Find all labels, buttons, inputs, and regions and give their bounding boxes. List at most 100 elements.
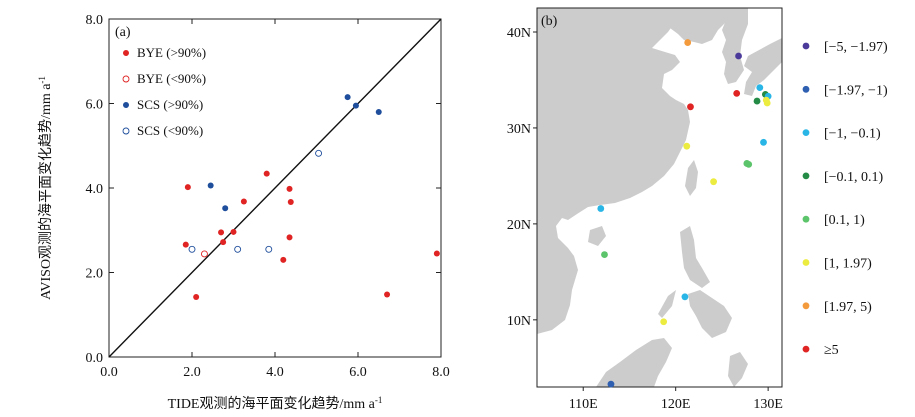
lat-tick-label: 40N (507, 26, 531, 41)
legend-marker (802, 345, 810, 353)
legend-label: SCS (<90%) (137, 123, 203, 138)
tide-station (683, 142, 691, 150)
panel-a-legend: BYE (>90%) BYE (<90%) SCS (>90%) SCS (<90%) (122, 45, 206, 138)
data-point (287, 198, 294, 205)
legend-marker (123, 50, 129, 56)
data-point (263, 170, 270, 177)
visayas-mindanao (688, 290, 732, 338)
y-tick-label: 2.0 (86, 267, 104, 282)
x-tick-label: 2.0 (183, 365, 201, 380)
legend-label: [−1.97, −1) (824, 83, 888, 98)
panel-a: (a) 0.0 2.0 4.0 6.0 8.0 0.0 2.0 4.0 6.0 8.0 BYE (… (37, 13, 450, 412)
data-point (240, 198, 247, 205)
data-point (184, 184, 191, 191)
luzon (680, 226, 710, 288)
legend-marker (802, 85, 810, 93)
legend-marker (802, 172, 810, 180)
northeast-china (668, 8, 730, 44)
legend-marker (123, 102, 129, 108)
panel-b-frame (536, 7, 783, 388)
tide-station (733, 89, 741, 97)
legend-label: [−1, −0.1) (824, 127, 881, 142)
legend-marker (802, 259, 810, 266)
tide-station (601, 251, 608, 258)
lat-tick-label: 10N (507, 314, 531, 329)
data-point (315, 149, 323, 157)
lon-tick-label: 130E (753, 397, 783, 412)
data-point (200, 250, 208, 258)
data-point (220, 239, 227, 246)
tide-station (660, 318, 668, 326)
land (537, 8, 782, 387)
tide-station (684, 39, 692, 46)
tide-station (763, 99, 771, 107)
data-point (433, 250, 440, 257)
legend-label: [1, 1.97) (824, 257, 872, 272)
data-point (265, 245, 273, 253)
legend-label: [−0.1, 0.1) (824, 170, 884, 185)
legend-label: [0.1, 1) (824, 213, 865, 228)
panel-b-legend: [−5, −1.97) [−1.97, −1) [−1, −0.1) [−0.1, 0… (802, 40, 888, 358)
data-point (222, 205, 229, 212)
japan (744, 38, 782, 96)
legend-marker (122, 75, 130, 83)
legend-marker (802, 302, 810, 310)
legend-marker (802, 42, 810, 50)
borneo (596, 338, 672, 387)
panel-a-xlabel: TIDE观测的海平面变化趋势/mm a-1 (168, 395, 383, 412)
y-tick-label: 0.0 (86, 351, 104, 366)
lon-tick-label: 110E (569, 397, 598, 412)
panel-b: (b) 10N 20N 30N 40N 110E 120E 130E [−5, −1.97)… (507, 7, 888, 412)
lon-tick-label: 120E (661, 397, 691, 412)
panel-b-label: (b) (541, 14, 558, 29)
y-tick-label: 4.0 (86, 182, 104, 197)
palawan (658, 290, 676, 318)
tide-station (745, 160, 753, 168)
data-point (234, 245, 242, 253)
x-tick-label: 8.0 (432, 365, 450, 380)
legend-marker (802, 215, 810, 223)
panel-a-label: (a) (115, 25, 131, 40)
panel-a-ylabel: AVISO观测的海平面变化趋势/mm a-1 (37, 76, 54, 300)
data-point (280, 256, 287, 263)
data-point (286, 185, 293, 192)
tide-station (597, 205, 605, 212)
data-point (352, 102, 359, 109)
data-point (218, 229, 225, 236)
lat-tick-label: 30N (507, 122, 531, 137)
panel-b-ticks: 10N 20N 30N 40N 110E 120E 130E (507, 26, 783, 412)
legend-label: BYE (<90%) (137, 71, 206, 86)
mainland-landmass (537, 8, 690, 334)
tide-station (735, 52, 742, 60)
y-tick-label: 6.0 (86, 98, 104, 113)
y-tick-label: 8.0 (86, 13, 104, 28)
lat-tick-label: 20N (507, 218, 531, 233)
legend-label: BYE (>90%) (137, 45, 206, 60)
tide-station (607, 380, 615, 388)
one-to-one-line (108, 18, 442, 358)
legend-marker (802, 129, 810, 137)
tide-station (710, 178, 717, 186)
panel-a-points (182, 94, 440, 301)
x-tick-label: 6.0 (349, 365, 367, 380)
legend-label: SCS (>90%) (137, 97, 203, 112)
legend-label: ≥5 (824, 343, 839, 358)
data-point (344, 94, 351, 101)
tide-station (687, 103, 694, 111)
sulawesi (728, 352, 748, 387)
hainan (588, 226, 606, 246)
data-point (182, 241, 189, 248)
data-point (188, 245, 196, 253)
panel-b-stations (597, 39, 772, 388)
legend-marker (122, 127, 130, 135)
tide-station (681, 293, 689, 301)
tide-station (756, 84, 764, 92)
legend-label: [−5, −1.97) (824, 40, 888, 55)
panel-a-ticks: 0.0 2.0 4.0 6.0 8.0 0.0 2.0 4.0 6.0 8.0 (86, 13, 450, 380)
data-point (193, 294, 200, 301)
data-point (384, 291, 391, 298)
data-point (230, 228, 237, 235)
x-tick-label: 0.0 (100, 365, 118, 380)
tide-station (753, 97, 761, 105)
